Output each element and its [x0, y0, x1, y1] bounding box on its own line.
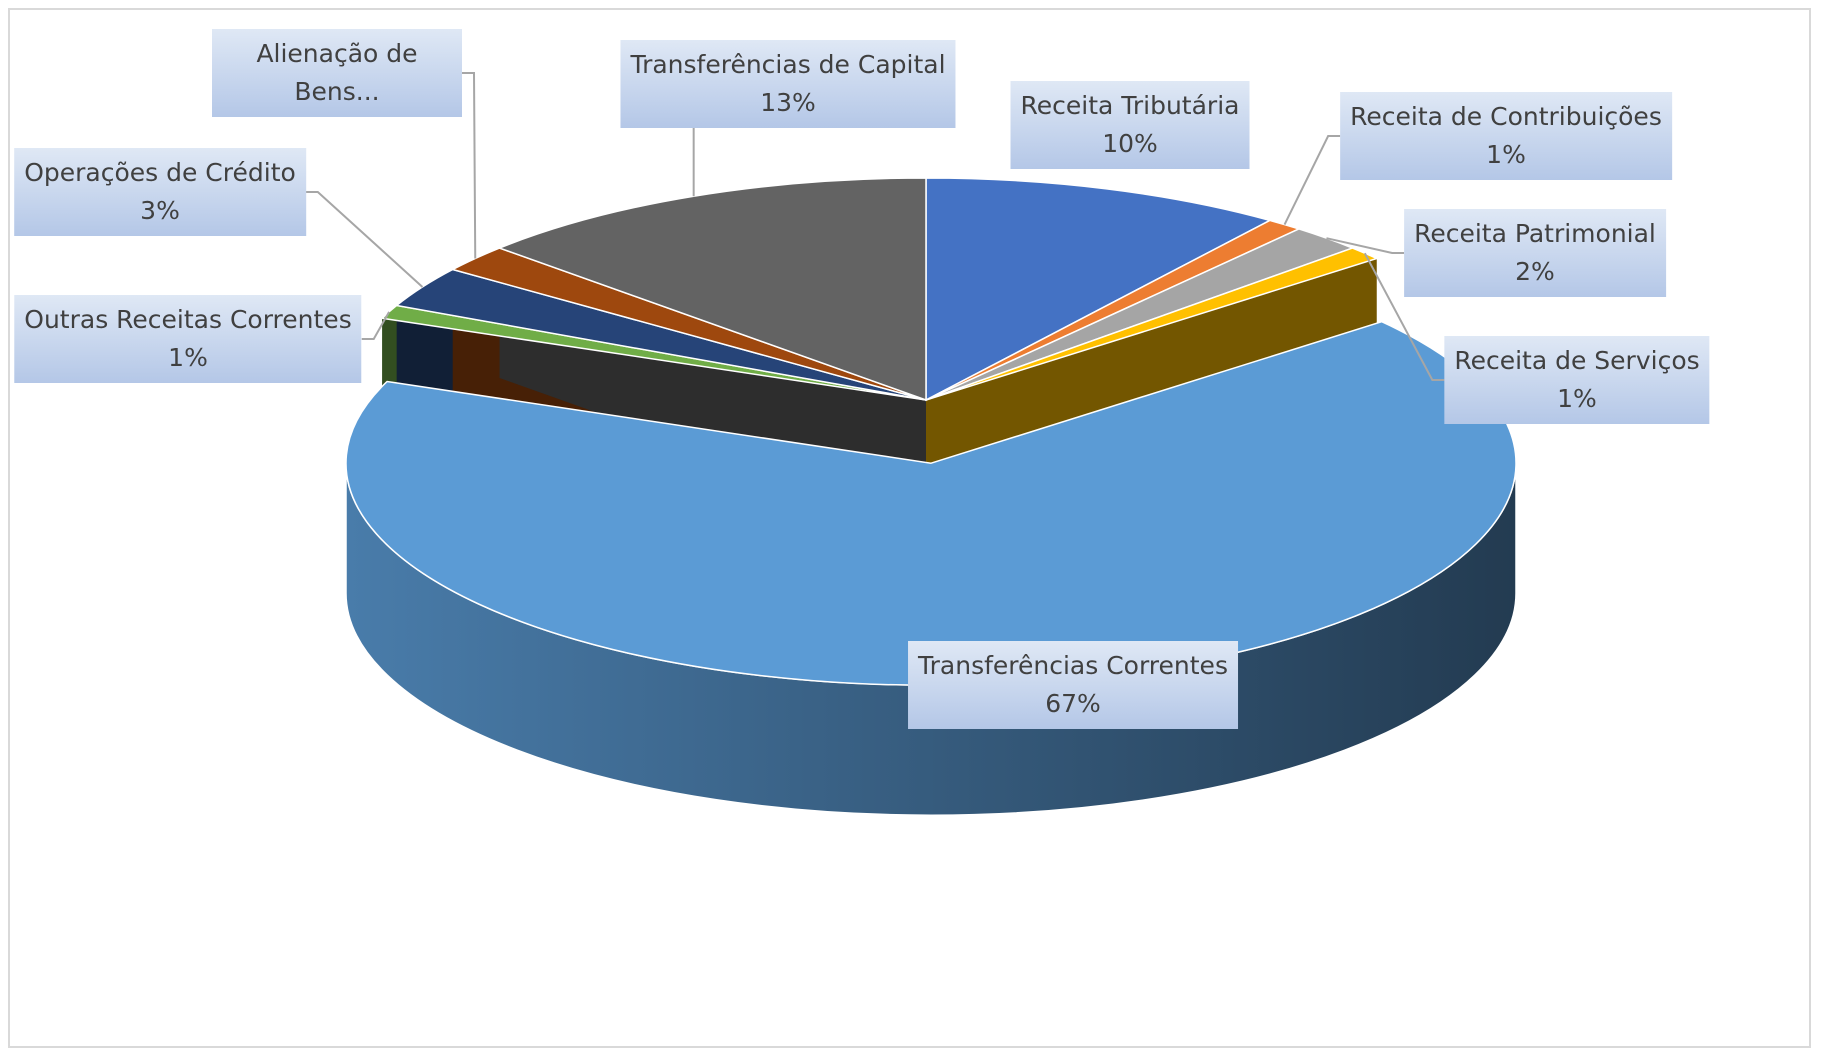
value-label: 67%	[1045, 689, 1101, 718]
value-label: 1%	[168, 343, 208, 372]
category-label: Transferências Correntes	[918, 651, 1228, 680]
pie-slice	[497, 177, 927, 402]
category-label: Receita Tributária	[1020, 91, 1240, 120]
category-label: Receita de Contribuições	[1350, 102, 1662, 131]
data-label: Receita de Contribuições 1%	[1340, 92, 1672, 180]
value-label: 1%	[1486, 140, 1526, 169]
value-label: 13%	[760, 88, 816, 117]
value-label: 1%	[1557, 384, 1597, 413]
data-label: Operações de Crédito 3%	[14, 148, 306, 236]
chart-border	[8, 8, 1811, 1048]
category-label: Receita de Serviços	[1454, 346, 1700, 375]
category-label: Transferências de Capital	[630, 50, 946, 79]
category-label: Operações de Crédito	[24, 158, 296, 187]
category-label: Receita Patrimonial	[1414, 219, 1656, 248]
data-label: Alienação de Bens...	[212, 29, 462, 117]
value-label: 3%	[140, 196, 180, 225]
leader-line	[361, 311, 390, 340]
leader-line	[1283, 135, 1341, 226]
value-label: 2%	[1515, 257, 1555, 286]
category-label: Alienação de Bens...	[256, 39, 418, 106]
data-label: Receita Patrimonial 2%	[1404, 209, 1666, 297]
category-label: Outras Receitas Correntes	[24, 305, 352, 334]
data-label: Transferências Correntes 67%	[908, 641, 1238, 729]
leader-line	[1326, 237, 1405, 254]
data-label: Receita Tributária 10%	[1010, 81, 1250, 169]
value-label: 10%	[1102, 129, 1158, 158]
data-label: Transferências de Capital 13%	[620, 40, 956, 128]
pie-slice	[925, 177, 1272, 402]
data-label: Outras Receitas Correntes 1%	[14, 295, 362, 383]
leader-line	[462, 72, 477, 259]
data-label: Receita de Serviços 1%	[1444, 336, 1710, 424]
leader-line	[305, 191, 424, 288]
leader-line	[1363, 252, 1445, 381]
